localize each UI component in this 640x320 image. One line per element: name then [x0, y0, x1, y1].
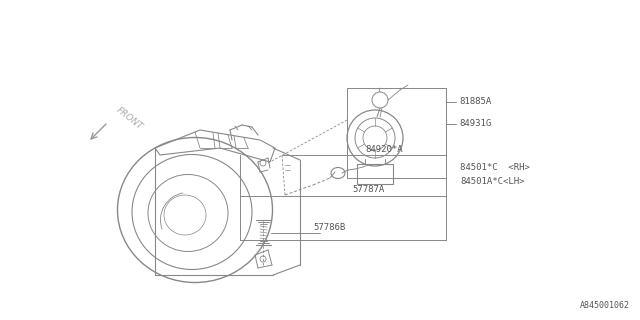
Bar	[357, 164, 393, 184]
Text: 57786B: 57786B	[313, 223, 345, 233]
Bar	[347, 88, 446, 178]
Text: 57787A: 57787A	[352, 186, 384, 195]
Text: 84501A*C<LH>: 84501A*C<LH>	[460, 178, 525, 187]
Text: 84501*C  <RH>: 84501*C <RH>	[460, 163, 530, 172]
Text: FRONT: FRONT	[115, 105, 145, 131]
Text: 84931G: 84931G	[459, 119, 492, 129]
Text: A845001062: A845001062	[580, 301, 630, 310]
Text: 81885A: 81885A	[459, 98, 492, 107]
Text: 84920*A: 84920*A	[365, 145, 403, 154]
